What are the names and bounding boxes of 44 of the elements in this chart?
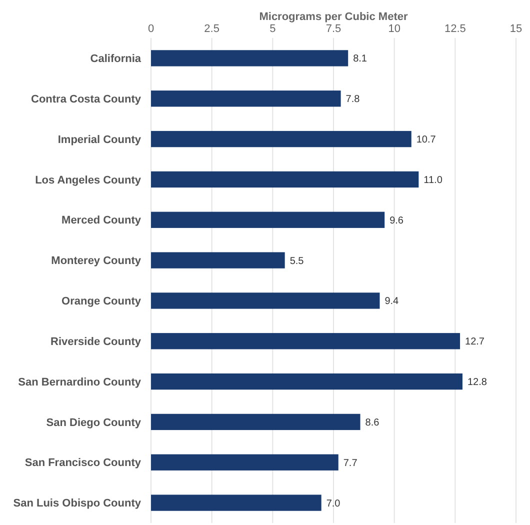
data-label: 7.7 bbox=[343, 458, 358, 469]
x-axis-title: Micrograms per Cubic Meter bbox=[259, 11, 408, 23]
x-tick-label: 15 bbox=[510, 23, 522, 35]
y-tick-label: California bbox=[90, 53, 142, 66]
data-label: 9.4 bbox=[384, 296, 400, 308]
x-tick-label: 5 bbox=[270, 23, 276, 35]
bar bbox=[151, 333, 460, 350]
data-label: 10.7 bbox=[416, 134, 436, 146]
data-label: 7.0 bbox=[326, 498, 341, 510]
data-label: 9.6 bbox=[390, 215, 404, 226]
bar bbox=[151, 90, 341, 107]
bar bbox=[151, 50, 348, 66]
y-tick-label: Imperial County bbox=[58, 134, 142, 146]
data-label: 8.6 bbox=[365, 417, 380, 428]
data-label: 12.8 bbox=[467, 377, 488, 388]
bar bbox=[151, 212, 385, 228]
y-tick-label: San Luis Obispo County bbox=[13, 498, 142, 510]
data-label: 12.7 bbox=[465, 336, 485, 348]
bar bbox=[151, 171, 419, 188]
y-tick-label: Monterey County bbox=[51, 255, 142, 268]
data-label: 11.0 bbox=[424, 174, 443, 186]
bar bbox=[151, 252, 285, 268]
bar bbox=[151, 373, 462, 390]
y-tick-label: Los Angeles County bbox=[35, 174, 142, 186]
y-tick-label: San Bernardino County bbox=[18, 376, 142, 388]
bar bbox=[151, 494, 322, 511]
x-tick-label: 10 bbox=[388, 23, 400, 35]
y-tick-label: San Diego County bbox=[46, 416, 142, 429]
y-tick-label: San Francisco County bbox=[24, 457, 142, 470]
bar bbox=[151, 130, 412, 148]
y-tick-label: Orange County bbox=[62, 296, 142, 308]
x-tick-label: 2.5 bbox=[204, 23, 220, 35]
bar bbox=[151, 454, 338, 470]
x-tick-label: 0 bbox=[148, 23, 154, 35]
data-label: 5.5 bbox=[290, 256, 304, 267]
bar bbox=[151, 414, 360, 430]
data-label: 7.8 bbox=[346, 94, 360, 106]
y-tick-label: Merced County bbox=[62, 214, 142, 227]
y-tick-label: Riverside County bbox=[50, 336, 142, 348]
y-tick-label: Contra Costa County bbox=[31, 93, 142, 106]
data-label: 8.1 bbox=[353, 54, 368, 65]
x-tick-label: 12.5 bbox=[444, 23, 466, 35]
bar bbox=[151, 292, 380, 309]
x-tick-label: 7.5 bbox=[326, 23, 342, 35]
